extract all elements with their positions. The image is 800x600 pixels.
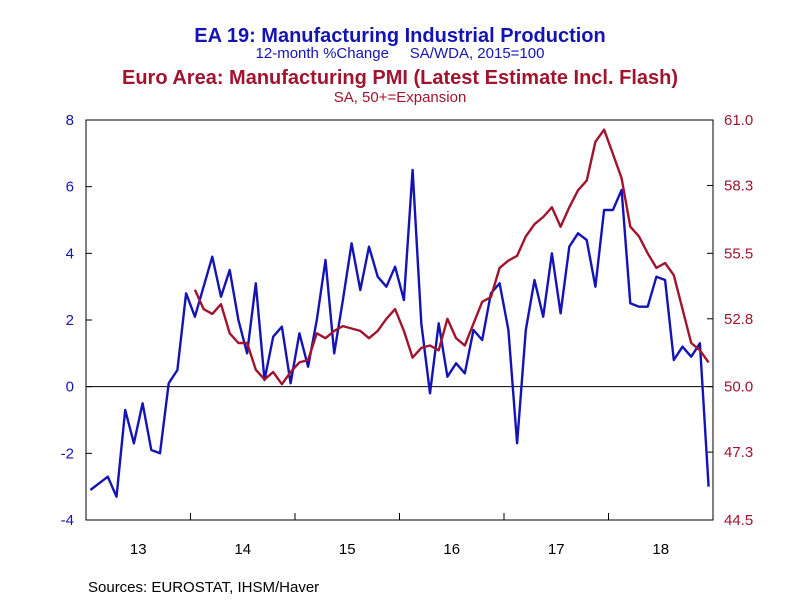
chart-title-right: Euro Area: Manufacturing PMI (Latest Est… xyxy=(122,67,678,89)
left-tick-label: 8 xyxy=(66,112,74,129)
chart-subtitle-left: 12-month %Change SA/WDA, 2015=100 xyxy=(256,45,545,62)
left-tick-label: 6 xyxy=(66,179,74,196)
x-tick-label: 13 xyxy=(130,541,147,558)
x-tick-label: 16 xyxy=(443,541,460,558)
left-tick-label: 0 xyxy=(66,379,74,396)
right-tick-label: 47.3 xyxy=(724,444,753,461)
right-tick-label: 52.8 xyxy=(724,311,753,328)
series-layer xyxy=(89,128,710,498)
x-axis: 13 14 15 16 17 18 xyxy=(130,513,669,558)
left-tick-label: -4 xyxy=(61,512,74,529)
left-tick-label: -2 xyxy=(61,445,74,462)
left-axis: 8 6 4 2 0 -2 -4 xyxy=(61,112,92,529)
x-tick-label: 15 xyxy=(339,541,356,558)
chart-subtitle-right: SA, 50+=Expansion xyxy=(334,89,467,106)
right-axis: 61.0 58.3 55.5 52.8 50.0 47.3 44.5 xyxy=(707,112,753,529)
x-tick-label: 14 xyxy=(234,541,251,558)
chart-title-left: EA 19: Manufacturing Industrial Producti… xyxy=(194,25,606,47)
series-line-pmi xyxy=(193,128,710,386)
x-tick-label: 18 xyxy=(652,541,669,558)
left-tick-label: 2 xyxy=(66,312,74,329)
right-tick-label: 58.3 xyxy=(724,177,753,194)
x-tick-label: 17 xyxy=(548,541,565,558)
left-tick-label: 4 xyxy=(66,245,74,262)
right-tick-label: 61.0 xyxy=(724,112,753,129)
right-tick-label: 50.0 xyxy=(724,379,753,396)
right-tick-label: 44.5 xyxy=(724,512,753,529)
source-note: Sources: EUROSTAT, IHSM/Haver xyxy=(88,579,319,596)
right-tick-label: 55.5 xyxy=(724,245,753,262)
series-line-industrial-production xyxy=(89,168,710,498)
